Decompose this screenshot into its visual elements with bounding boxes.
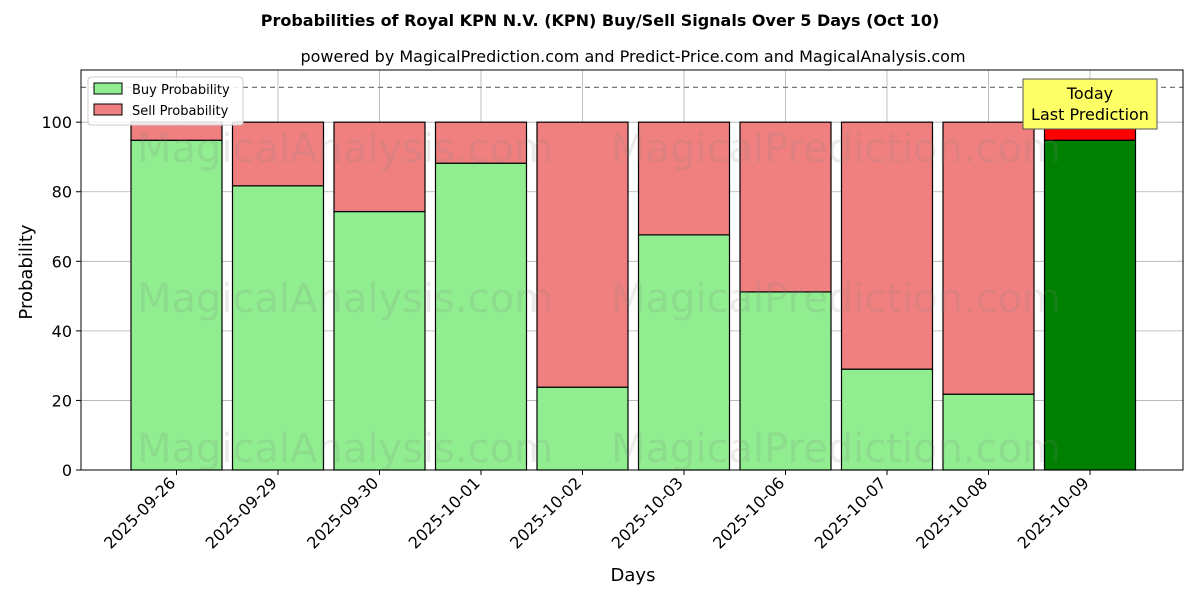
y-tick-label: 60 (52, 252, 72, 271)
y-tick-label: 20 (52, 391, 72, 410)
chart-subtitle: powered by MagicalPrediction.com and Pre… (300, 47, 965, 66)
axes (80, 69, 1184, 471)
sell-bar (942, 121, 1035, 395)
buy-bar (1043, 139, 1137, 471)
buy-bar (739, 291, 832, 471)
legend-label-buy: Buy Probability (132, 83, 230, 98)
buy-bar (942, 393, 1035, 471)
y-tick-label: 0 (62, 461, 72, 480)
legend-box (87, 76, 244, 126)
legend-swatch-buy (93, 82, 123, 95)
legend-label-sell: Sell Probability (132, 104, 229, 119)
buy-bar (434, 162, 528, 471)
watermark-text: MagicalAnalysis.com (137, 426, 553, 472)
y-ticks: 0 20 40 60 80 100 (41, 113, 81, 480)
sell-bar (231, 121, 325, 187)
watermark-text: MagicalPrediction.com (611, 276, 1061, 322)
buy-bar (840, 368, 934, 471)
sell-bar (637, 121, 731, 236)
sell-bar (536, 121, 629, 388)
chart-title: Probabilities of Royal KPN N.V. (KPN) Bu… (261, 11, 940, 30)
sell-bar (434, 121, 528, 164)
y-tick-label: 40 (52, 322, 72, 341)
legend: Buy Probability Sell Probability (87, 76, 244, 126)
x-axis-label: Days (611, 565, 656, 586)
watermark-text: MagicalPrediction.com (611, 426, 1061, 472)
today-annotation: Today Last Prediction (1022, 78, 1158, 130)
plot-frame (80, 69, 1184, 471)
bars (130, 121, 1137, 471)
annotation-line: Today (1066, 84, 1113, 103)
watermarks: MagicalAnalysis.com MagicalPrediction.com… (137, 126, 1061, 472)
y-tick-label: 80 (52, 183, 72, 202)
watermark-text: MagicalPrediction.com (611, 126, 1061, 172)
watermark-text: MagicalAnalysis.com (137, 276, 553, 322)
annotation-box (1022, 78, 1158, 130)
legend-swatch-sell (93, 103, 123, 116)
y-axis-label: Probability (16, 224, 37, 319)
sell-bar (333, 121, 426, 213)
sell-bar (739, 121, 832, 293)
buy-bar (637, 234, 731, 471)
sell-bar (840, 121, 934, 370)
watermark-text: MagicalAnalysis.com (137, 126, 553, 172)
y-tick-label: 100 (41, 113, 72, 132)
annotation-line: Last Prediction (1031, 105, 1149, 124)
